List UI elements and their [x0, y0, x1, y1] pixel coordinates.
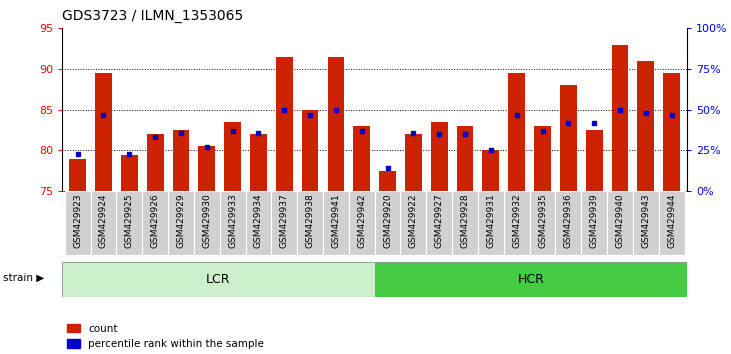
- Text: GSM429940: GSM429940: [616, 193, 624, 248]
- Text: GSM429934: GSM429934: [254, 193, 263, 248]
- Bar: [431, 122, 447, 191]
- Bar: [220, 191, 246, 255]
- Bar: [508, 73, 525, 191]
- Bar: [529, 191, 556, 255]
- Text: GSM429932: GSM429932: [512, 193, 521, 248]
- Text: GSM429922: GSM429922: [409, 193, 418, 247]
- Bar: [452, 191, 478, 255]
- Text: GSM429941: GSM429941: [331, 193, 341, 248]
- Bar: [612, 45, 629, 191]
- Bar: [663, 73, 680, 191]
- Bar: [534, 126, 551, 191]
- Bar: [482, 150, 499, 191]
- Text: HCR: HCR: [518, 273, 545, 286]
- Bar: [173, 130, 189, 191]
- Bar: [121, 154, 137, 191]
- Bar: [504, 191, 529, 255]
- Bar: [581, 191, 607, 255]
- Text: GSM429920: GSM429920: [383, 193, 392, 248]
- Bar: [250, 134, 267, 191]
- Bar: [246, 191, 271, 255]
- Bar: [556, 191, 581, 255]
- Text: GSM429937: GSM429937: [280, 193, 289, 248]
- Text: GSM429944: GSM429944: [667, 193, 676, 247]
- Bar: [607, 191, 633, 255]
- Bar: [276, 57, 292, 191]
- Text: LCR: LCR: [206, 273, 231, 286]
- Bar: [91, 191, 116, 255]
- Text: GSM429929: GSM429929: [176, 193, 186, 248]
- Bar: [194, 191, 220, 255]
- Bar: [95, 73, 112, 191]
- Text: GSM429933: GSM429933: [228, 193, 237, 248]
- Legend: count, percentile rank within the sample: count, percentile rank within the sample: [67, 324, 264, 349]
- Text: GSM429924: GSM429924: [99, 193, 108, 247]
- Text: GSM429935: GSM429935: [538, 193, 547, 248]
- Bar: [143, 191, 168, 255]
- Bar: [271, 191, 298, 255]
- Bar: [327, 57, 344, 191]
- Bar: [379, 171, 396, 191]
- Bar: [69, 159, 86, 191]
- Bar: [116, 191, 143, 255]
- Bar: [586, 130, 602, 191]
- Bar: [353, 126, 370, 191]
- Bar: [401, 191, 426, 255]
- Text: strain ▶: strain ▶: [3, 273, 45, 283]
- Bar: [302, 110, 319, 191]
- Bar: [224, 122, 241, 191]
- Bar: [659, 191, 684, 255]
- Bar: [478, 191, 504, 255]
- Bar: [560, 85, 577, 191]
- Bar: [405, 134, 422, 191]
- Text: GSM429943: GSM429943: [641, 193, 651, 248]
- Bar: [168, 191, 194, 255]
- Bar: [374, 191, 401, 255]
- Text: GSM429923: GSM429923: [73, 193, 82, 248]
- Text: GSM429939: GSM429939: [590, 193, 599, 248]
- Text: GDS3723 / ILMN_1353065: GDS3723 / ILMN_1353065: [62, 9, 243, 23]
- Text: GSM429928: GSM429928: [461, 193, 469, 248]
- Bar: [323, 191, 349, 255]
- Bar: [637, 61, 654, 191]
- Bar: [65, 191, 91, 255]
- Text: GSM429931: GSM429931: [486, 193, 496, 248]
- Text: GSM429926: GSM429926: [151, 193, 159, 248]
- Text: GSM429925: GSM429925: [125, 193, 134, 248]
- Text: GSM429930: GSM429930: [202, 193, 211, 248]
- Bar: [633, 191, 659, 255]
- Text: GSM429927: GSM429927: [435, 193, 444, 248]
- Bar: [198, 146, 215, 191]
- Text: GSM429942: GSM429942: [357, 193, 366, 247]
- Text: GSM429936: GSM429936: [564, 193, 573, 248]
- Bar: [457, 126, 474, 191]
- Text: GSM429938: GSM429938: [306, 193, 314, 248]
- Bar: [426, 191, 452, 255]
- Bar: [349, 191, 374, 255]
- Bar: [147, 134, 164, 191]
- Bar: [298, 191, 323, 255]
